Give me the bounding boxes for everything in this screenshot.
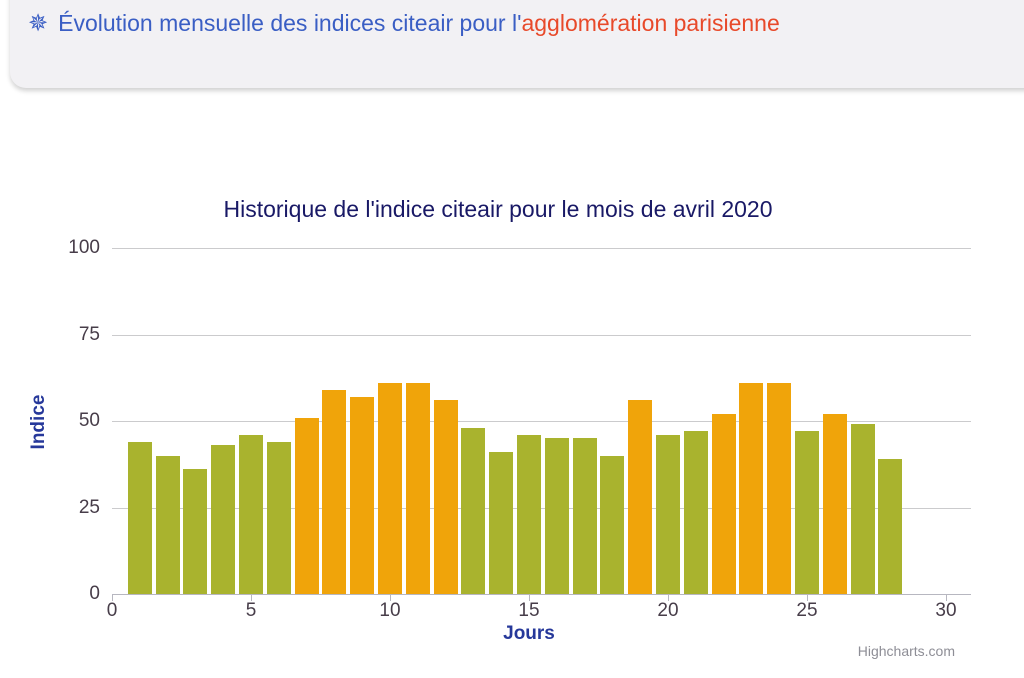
bar-day-5[interactable] — [239, 434, 263, 594]
bar-day-23[interactable] — [739, 382, 764, 594]
x-axis-line — [112, 594, 971, 595]
x-tick-label: 20 — [657, 600, 679, 621]
x-tick-label: 10 — [379, 600, 401, 621]
bar-day-24[interactable] — [767, 382, 792, 594]
header-title-main: Évolution mensuelle des indices citeair … — [58, 10, 522, 36]
bar-day-7[interactable] — [294, 417, 319, 594]
x-tick-mark — [529, 595, 530, 601]
bar-day-11[interactable] — [405, 382, 430, 594]
x-tick-label: 15 — [518, 600, 540, 621]
y-gridline — [112, 334, 971, 336]
y-tick-label: 0 — [89, 583, 100, 604]
bar-day-19[interactable] — [628, 400, 653, 594]
x-tick-mark — [807, 595, 808, 601]
y-gridline — [112, 248, 971, 249]
bar-day-6[interactable] — [266, 441, 291, 594]
highcharts-credit-link[interactable]: Highcharts.com — [857, 643, 955, 659]
bar-day-25[interactable] — [795, 431, 819, 594]
y-tick-label: 100 — [68, 237, 100, 258]
bar-day-17[interactable] — [572, 438, 597, 594]
bar-day-15[interactable] — [517, 434, 541, 594]
bar-day-8[interactable] — [322, 389, 347, 594]
x-tick-mark — [112, 595, 113, 601]
bar-day-18[interactable] — [600, 455, 625, 594]
bar-day-10[interactable] — [378, 382, 402, 594]
bar-day-26[interactable] — [822, 414, 847, 594]
bar-day-16[interactable] — [544, 438, 569, 594]
bar-day-20[interactable] — [656, 434, 680, 594]
x-tick-label: 0 — [106, 600, 118, 621]
bar-day-21[interactable] — [683, 431, 708, 594]
bar-day-14[interactable] — [489, 452, 514, 594]
x-tick-mark — [946, 595, 947, 601]
y-tick-label: 50 — [78, 410, 100, 431]
bar-day-4[interactable] — [211, 445, 236, 594]
bar-day-13[interactable] — [461, 427, 486, 594]
x-tick-mark — [251, 595, 252, 601]
y-tick-label: 75 — [78, 323, 100, 345]
bar-day-1[interactable] — [127, 441, 152, 594]
y-gridline — [112, 507, 971, 509]
chart-title: Historique de l'indice citeair pour le m… — [223, 196, 773, 222]
x-axis-title: Jours — [503, 623, 555, 644]
x-tick-label: 30 — [935, 600, 957, 621]
bar-day-3[interactable] — [183, 469, 208, 594]
star-icon: ✵ — [28, 9, 49, 37]
header-title-highlight: agglomération parisienne — [521, 10, 780, 36]
x-tick-label: 5 — [245, 600, 257, 621]
y-tick-label: 25 — [78, 496, 100, 518]
bar-day-22[interactable] — [711, 414, 736, 594]
bar-day-27[interactable] — [850, 424, 875, 594]
x-tick-mark — [668, 595, 669, 601]
bar-day-2[interactable] — [155, 455, 180, 594]
header-title: ✵ Évolution mensuelle des indices citeai… — [28, 10, 780, 37]
bar-day-12[interactable] — [433, 400, 458, 594]
bar-day-28[interactable] — [878, 459, 903, 594]
x-tick-label: 25 — [796, 600, 818, 621]
bar-day-9[interactable] — [350, 396, 375, 594]
header-banner: ✵ Évolution mensuelle des indices citeai… — [10, 0, 1024, 88]
x-tick-mark — [390, 595, 391, 601]
y-gridline — [112, 421, 971, 422]
